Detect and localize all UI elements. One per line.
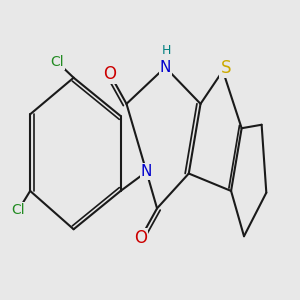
- Text: Cl: Cl: [12, 203, 25, 217]
- Text: N: N: [141, 164, 152, 179]
- Text: H: H: [162, 44, 172, 57]
- Text: O: O: [103, 65, 116, 83]
- Text: Cl: Cl: [50, 55, 64, 69]
- Text: O: O: [134, 229, 147, 247]
- Text: N: N: [160, 60, 171, 75]
- Text: S: S: [220, 59, 231, 77]
